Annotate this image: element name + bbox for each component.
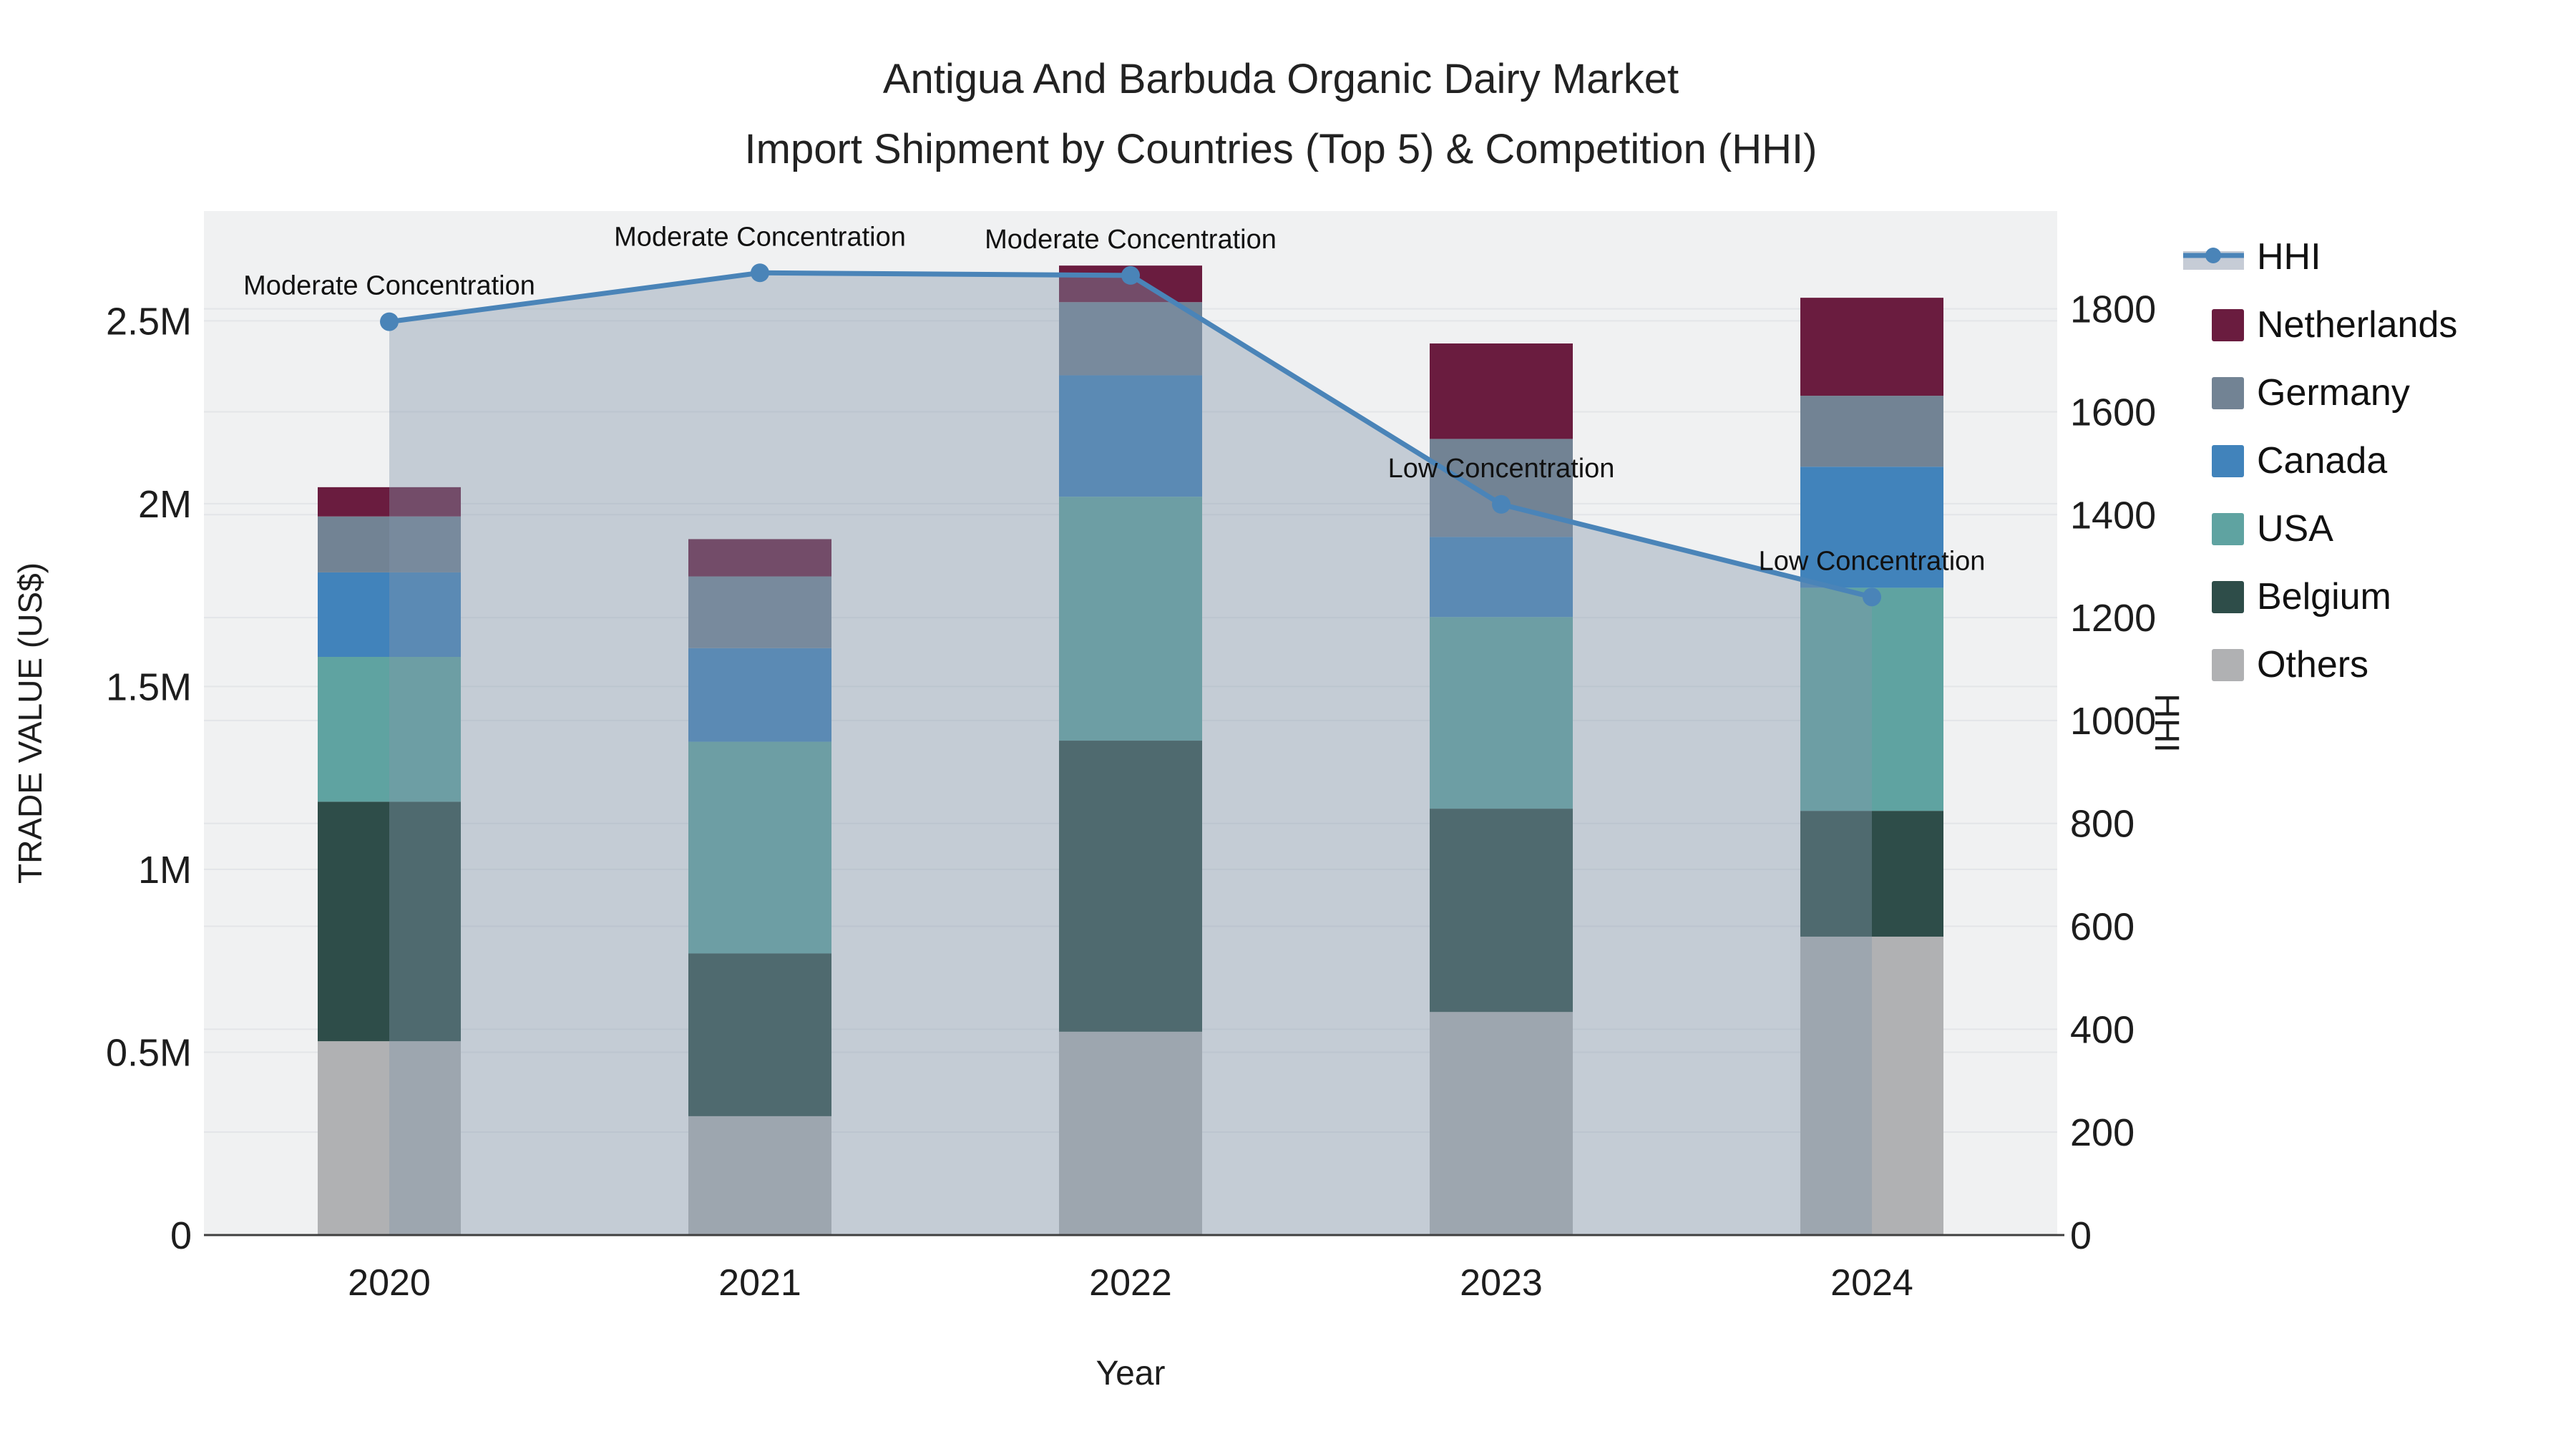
hhi-marker-2024[interactable]: [1863, 587, 1881, 607]
y-right-tick-label: 1600: [2070, 391, 2156, 434]
hhi-line-swatch-icon: [2181, 238, 2244, 275]
bar-segment-others-2022[interactable]: [1059, 1031, 1202, 1235]
y-right-tick-label: 600: [2070, 906, 2135, 949]
bar-segment-belgium-2023[interactable]: [1430, 809, 1573, 1013]
bar-segment-canada-2024[interactable]: [1800, 467, 1943, 588]
legend-label-usa: USA: [2257, 508, 2333, 550]
legend-label-belgium: Belgium: [2257, 576, 2391, 618]
legend-item-canada[interactable]: Canada: [2181, 440, 2457, 482]
legend-label-hhi: HHI: [2257, 236, 2321, 278]
bar-segment-belgium-2024[interactable]: [1800, 811, 1943, 937]
swatch-belgium: [2212, 580, 2244, 613]
swatch-canada: [2212, 444, 2244, 477]
y-left-tick-label: 2.5M: [106, 300, 192, 343]
bar-segment-canada-2022[interactable]: [1059, 375, 1202, 497]
bar-segment-canada-2023[interactable]: [1430, 537, 1573, 618]
bar-segment-netherlands-2024[interactable]: [1800, 298, 1943, 396]
annotation-2022: Moderate Concentration: [985, 225, 1277, 255]
legend-label-netherlands: Netherlands: [2257, 304, 2458, 346]
chart-title-line2: Import Shipment by Countries (Top 5) & C…: [744, 126, 1818, 172]
y-right-tick-label: 1400: [2070, 494, 2156, 537]
y-left-axis-title: TRADE VALUE (US$): [11, 562, 49, 884]
bar-segment-canada-2021[interactable]: [688, 648, 831, 742]
hhi-marker-2022[interactable]: [1121, 265, 1140, 285]
chart-title: Antigua And Barbuda Organic Dairy Market…: [0, 44, 2562, 185]
y-right-axis-title: HHI: [2147, 693, 2185, 753]
bar-segment-belgium-2021[interactable]: [688, 953, 831, 1116]
annotation-2020: Moderate Concentration: [243, 271, 535, 301]
legend-label-canada: Canada: [2257, 440, 2388, 482]
chart-title-line1: Antigua And Barbuda Organic Dairy Market: [882, 56, 1679, 102]
y-right-tick-label: 800: [2070, 803, 2135, 846]
hhi-marker-2021[interactable]: [751, 263, 769, 283]
bar-segment-germany-2023[interactable]: [1430, 439, 1573, 537]
legend-item-germany[interactable]: Germany: [2181, 372, 2457, 414]
legend-item-others[interactable]: Others: [2181, 644, 2457, 686]
bar-segment-others-2020[interactable]: [318, 1041, 461, 1235]
chart-legend: HHI Netherlands Germany Canada USA Belgium Oth…: [2181, 236, 2457, 686]
y-right-tick-label: 200: [2070, 1111, 2135, 1154]
swatch-netherlands: [2212, 308, 2244, 341]
bar-segment-usa-2021[interactable]: [688, 741, 831, 954]
legend-color-swatch-icon: [2181, 648, 2244, 681]
legend-item-belgium[interactable]: Belgium: [2181, 576, 2457, 618]
bar-segment-others-2021[interactable]: [688, 1116, 831, 1235]
swatch-usa: [2212, 512, 2244, 545]
bar-segment-belgium-2022[interactable]: [1059, 741, 1202, 1032]
annotation-2024: Low Concentration: [1759, 546, 1986, 576]
x-tick-label-2022: 2022: [1089, 1262, 1172, 1304]
bar-segment-usa-2022[interactable]: [1059, 497, 1202, 741]
legend-color-swatch-icon: [2181, 376, 2244, 409]
legend-color-swatch-icon: [2181, 512, 2244, 545]
bar-segment-canada-2020[interactable]: [318, 572, 461, 657]
bar-segment-germany-2022[interactable]: [1059, 302, 1202, 376]
bar-segment-usa-2024[interactable]: [1800, 587, 1943, 811]
x-axis-title: Year: [1096, 1355, 1166, 1392]
hhi-marker-2023[interactable]: [1492, 494, 1511, 514]
hhi-marker-2020[interactable]: [380, 312, 399, 331]
bar-segment-germany-2024[interactable]: [1800, 396, 1943, 467]
bar-segment-germany-2021[interactable]: [688, 576, 831, 648]
y-right-tick-label: 1800: [2070, 288, 2156, 331]
y-right-tick-label: 0: [2070, 1214, 2092, 1257]
legend-item-netherlands[interactable]: Netherlands: [2181, 304, 2457, 346]
bar-segment-netherlands-2021[interactable]: [688, 539, 831, 577]
y-left-tick-label: 2M: [138, 483, 192, 526]
y-right-tick-label: 1200: [2070, 597, 2156, 640]
legend-item-hhi[interactable]: HHI: [2181, 236, 2457, 278]
x-tick-label-2020: 2020: [348, 1262, 431, 1304]
swatch-germany: [2212, 376, 2244, 409]
legend-color-swatch-icon: [2181, 444, 2244, 477]
legend-item-usa[interactable]: USA: [2181, 508, 2457, 550]
legend-label-germany: Germany: [2257, 372, 2410, 414]
x-tick-label-2023: 2023: [1460, 1262, 1543, 1304]
bar-segment-belgium-2020[interactable]: [318, 801, 461, 1042]
bar-segment-germany-2020[interactable]: [318, 516, 461, 572]
legend-color-swatch-icon: [2181, 580, 2244, 613]
x-tick-label-2021: 2021: [718, 1262, 801, 1304]
legend-color-swatch-icon: [2181, 308, 2244, 341]
bar-segment-others-2024[interactable]: [1800, 936, 1943, 1235]
y-left-tick-label: 0: [170, 1214, 192, 1257]
swatch-others: [2212, 648, 2244, 681]
y-left-tick-label: 0.5M: [106, 1031, 192, 1074]
bar-segment-netherlands-2020[interactable]: [318, 487, 461, 517]
y-right-tick-label: 1000: [2070, 700, 2156, 743]
bar-segment-usa-2023[interactable]: [1430, 617, 1573, 809]
bar-segment-netherlands-2023[interactable]: [1430, 343, 1573, 439]
y-left-tick-label: 1M: [138, 849, 192, 892]
bar-segment-others-2023[interactable]: [1430, 1012, 1573, 1235]
annotation-2021: Moderate Concentration: [614, 222, 906, 252]
legend-label-others: Others: [2257, 644, 2369, 686]
x-tick-label-2024: 2024: [1830, 1262, 1913, 1304]
bar-segment-usa-2020[interactable]: [318, 656, 461, 802]
y-right-tick-label: 400: [2070, 1008, 2135, 1051]
y-left-tick-label: 1.5M: [106, 665, 192, 708]
annotation-2023: Low Concentration: [1388, 454, 1615, 484]
